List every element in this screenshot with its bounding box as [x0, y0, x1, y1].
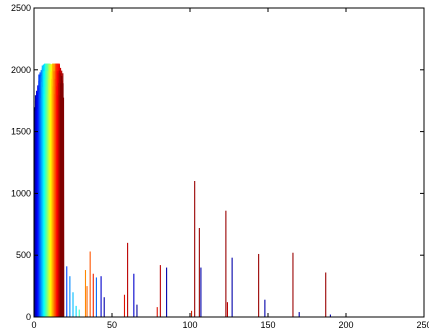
chart-ticks: 05010015020025005001000150020002500	[11, 3, 429, 330]
y-tick-label: 500	[16, 250, 31, 260]
cluster-series	[60, 75, 65, 318]
x-tick-label: 0	[31, 320, 36, 330]
chart-marks	[33, 63, 331, 318]
y-tick-label: 2500	[11, 3, 31, 13]
x-tick-label: 200	[338, 320, 353, 330]
y-tick-label: 2000	[11, 65, 31, 75]
y-tick-label: 1000	[11, 188, 31, 198]
plot-frame	[33, 7, 425, 318]
x-tick-label: 250	[416, 320, 429, 330]
y-tick-label: 0	[26, 312, 31, 322]
plot-background	[34, 8, 424, 317]
x-tick-label: 50	[107, 320, 117, 330]
y-tick-label: 1500	[11, 127, 31, 137]
x-tick-label: 100	[182, 320, 197, 330]
x-tick-label: 150	[260, 320, 275, 330]
